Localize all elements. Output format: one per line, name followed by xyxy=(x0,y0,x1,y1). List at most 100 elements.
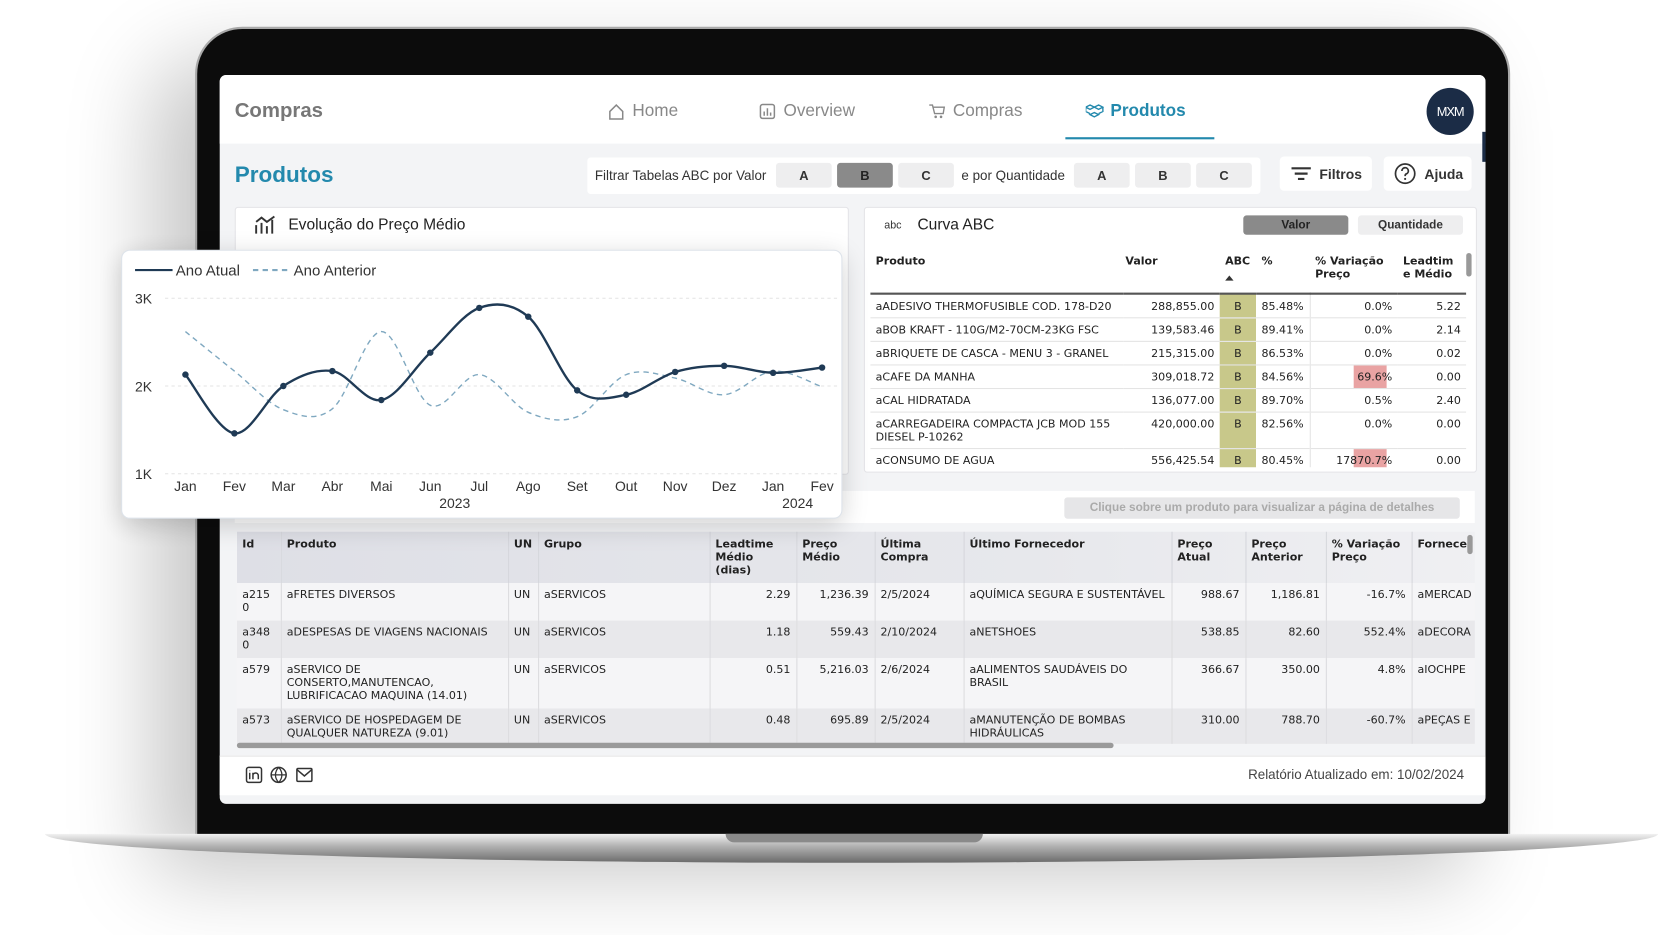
column-header[interactable]: Preço Anterior xyxy=(1245,531,1327,584)
filter-option[interactable]: A xyxy=(1073,162,1130,188)
filter-option[interactable]: A xyxy=(775,162,832,188)
avatar[interactable]: MXM xyxy=(1426,87,1474,136)
cell: 80.45% xyxy=(1261,454,1304,468)
column-header[interactable]: Última Compra xyxy=(874,531,965,584)
cell: aCAL HIDRATADA xyxy=(875,394,971,408)
cell: 552.4% xyxy=(1325,620,1413,659)
cell: B xyxy=(1219,364,1257,389)
table-row[interactable]: aCARREGADEIRA COMPACTA JCB MOD 155 DIESE… xyxy=(870,412,1467,449)
scroll-marker xyxy=(1482,131,1486,162)
cell: aCARREGADEIRA COMPACTA JCB MOD 155 DIESE… xyxy=(875,418,1111,444)
x-tick-label: Out xyxy=(615,478,638,494)
cell: B xyxy=(1219,412,1257,449)
nav-item[interactable]: Compras xyxy=(928,102,1022,121)
cell: 538.85 xyxy=(1171,620,1246,659)
cell: UN xyxy=(508,583,539,621)
column-header[interactable]: Grupo xyxy=(538,531,711,584)
column-header[interactable]: Leadtime Médio (dias) xyxy=(709,531,797,584)
help-button[interactable]: Ajuda xyxy=(1383,156,1472,191)
point xyxy=(525,313,532,320)
x-group-label: 2024 xyxy=(782,495,813,511)
table-row[interactable]: aCAFE DA MANHA 309,018.72 B 84.56% 69.6% 0.00 xyxy=(870,364,1467,389)
cell: aIOCHPE xyxy=(1411,658,1475,709)
column-header[interactable]: Produto xyxy=(875,255,926,268)
cell: aALIMENTOS SAUDÁVEIS DO BRASIL xyxy=(963,658,1173,709)
column-header[interactable]: % Variação Preço xyxy=(1315,255,1384,281)
column-header[interactable]: Id xyxy=(236,531,282,584)
filter-label: Filtrar Tabelas ABC por Valor xyxy=(594,168,767,184)
cell: 695.89 xyxy=(796,708,876,744)
filter-option[interactable]: C xyxy=(898,162,954,188)
legend-label: Ano Atual xyxy=(176,262,240,279)
nav-item[interactable]: Produtos xyxy=(1084,102,1186,121)
nav-label: Home xyxy=(632,101,679,121)
table-row[interactable]: aADESIVO THERMOFUSIBLE COD. 178-D20 288,8… xyxy=(870,293,1467,318)
x-tick-label: Abr xyxy=(322,478,344,494)
point xyxy=(622,391,630,398)
filter-option[interactable]: B xyxy=(1135,162,1191,188)
cell: 0.0% xyxy=(1309,317,1398,342)
cell: aSERVICO DE HOSPEDAGEM DE QUALQUER NATUR… xyxy=(280,708,509,744)
point xyxy=(476,304,483,312)
column-header[interactable]: Último Fornecedor xyxy=(963,531,1173,584)
social-icons xyxy=(245,766,313,784)
column-header[interactable]: Preço Médio xyxy=(796,531,876,584)
table-row[interactable]: a3480 aDESPESAS DE VIAGENS NACIONAIS UN aSE… xyxy=(236,620,1475,659)
icon xyxy=(759,103,776,120)
button-label: Filtros xyxy=(1319,165,1362,182)
nav-icon xyxy=(608,103,626,120)
column-header[interactable]: Produto xyxy=(280,531,509,584)
column-header[interactable]: % xyxy=(1261,255,1273,268)
top-bar xyxy=(219,75,1486,144)
scrollbar xyxy=(1466,252,1472,277)
column-header[interactable]: Fornece xyxy=(1411,531,1475,584)
column-header[interactable]: % Variação Preço xyxy=(1325,531,1413,584)
table-row[interactable]: a2150 aFRETES DIVERSOS UN aSERVICOS 2.29 1,23… xyxy=(236,583,1475,621)
table-row[interactable]: aCONSUMO DE AGUA 556,425.54 B 80.45% 17870.7… xyxy=(870,448,1466,468)
column-header[interactable]: Valor xyxy=(1125,255,1158,268)
button-label: Ajuda xyxy=(1424,165,1464,182)
table-row[interactable]: aBRIQUETE DE CASCA - MENU 3 - GRANEL 215,… xyxy=(870,341,1467,365)
cell: 86.53% xyxy=(1261,347,1304,361)
column-header[interactable]: Leadtime Médio xyxy=(1402,255,1454,281)
toggle-option[interactable]: Quantidade xyxy=(1357,215,1464,235)
cell: B xyxy=(1219,317,1257,342)
cell: 310.00 xyxy=(1171,708,1246,744)
filter-option[interactable]: C xyxy=(1196,162,1252,188)
cell: 0.00 xyxy=(1436,418,1461,431)
cell: 215,315.00 xyxy=(1151,347,1215,361)
table-row[interactable]: aBOB KRAFT - 110G/M2-70CM-23KG FSC 139,58… xyxy=(870,317,1467,342)
filters-button[interactable]: Filtros xyxy=(1279,156,1372,191)
nav-item[interactable]: Home xyxy=(608,102,678,121)
x-tick-label: Jun xyxy=(419,478,441,494)
x-tick-label: Mai xyxy=(370,478,392,494)
filter-option[interactable]: B xyxy=(837,162,893,188)
table-row[interactable]: aCAL HIDRATADA 136,077.00 B 89.70% 0.5% 2.40 xyxy=(870,388,1467,413)
table-row[interactable]: a579 aSERVICO DE CONSERTO,MANUTENCAO, LUB… xyxy=(236,658,1475,709)
cell: 1.18 xyxy=(709,620,797,659)
cell: aDESPESAS DE VIAGENS NACIONAIS xyxy=(280,620,509,659)
point xyxy=(231,430,238,437)
x-tick-label: Mar xyxy=(271,478,295,494)
cell: 82.60 xyxy=(1245,620,1327,659)
table-row[interactable]: a573 aSERVICO DE HOSPEDAGEM DE QUALQUER N… xyxy=(236,708,1475,744)
toggle-option[interactable]: Valor xyxy=(1243,215,1349,235)
products-table: Id Produto UN Grupo Leadtime Médio (dias) Pre… xyxy=(236,531,1475,744)
column-header[interactable]: Preço Atual xyxy=(1171,531,1246,584)
page-title: Produtos xyxy=(234,162,334,188)
column-header[interactable]: ABC xyxy=(1220,251,1256,294)
cell: UN xyxy=(508,658,539,709)
cell: 309,018.72 xyxy=(1151,370,1215,384)
cell: 2/10/2024 xyxy=(874,620,965,659)
cell: aADESIVO THERMOFUSIBLE COD. 178-D20 xyxy=(875,300,1112,313)
nav-item[interactable]: Overview xyxy=(759,102,855,121)
y-tick-label: 2K xyxy=(135,378,153,394)
nav-icon xyxy=(759,103,777,120)
cell: a573 xyxy=(236,708,282,744)
column-header[interactable]: UN xyxy=(508,531,539,584)
abc-table: Produto Valor ABC% % Variação Preço Leadtime… xyxy=(870,251,1467,468)
point xyxy=(671,368,679,376)
cell: 0.0% xyxy=(1309,341,1398,365)
cell: a2150 xyxy=(236,583,282,621)
point xyxy=(573,387,581,394)
